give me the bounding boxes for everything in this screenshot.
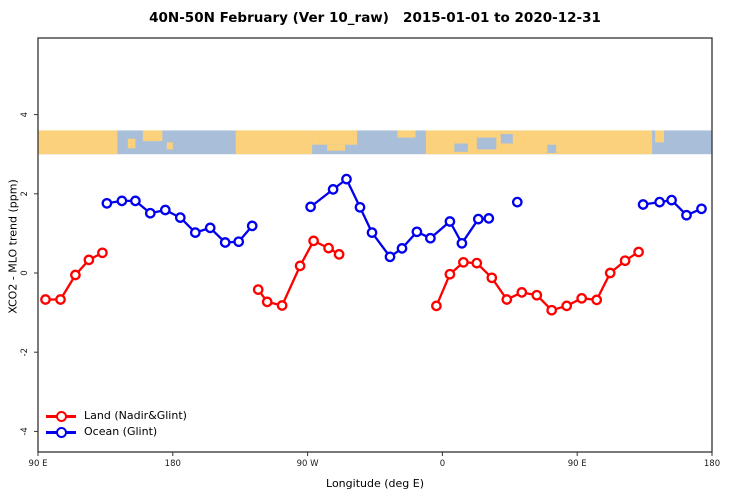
- x-tick-label: 0: [440, 459, 445, 469]
- map-strip-land-patch: [127, 138, 136, 149]
- data-point: [604, 267, 616, 279]
- legend: Land (Nadir&Glint) Ocean (Glint): [46, 408, 187, 440]
- y-tick-label: -2: [20, 348, 30, 356]
- legend-label-land: Land (Nadir&Glint): [84, 409, 187, 422]
- data-point: [486, 272, 498, 284]
- map-strip-land-patch: [38, 130, 118, 155]
- data-point: [97, 247, 108, 259]
- y-tick-label: 0: [20, 270, 30, 275]
- data-point: [40, 294, 51, 305]
- map-strip-sea-patch: [547, 144, 557, 154]
- data-point: [561, 300, 573, 312]
- data-point: [308, 235, 319, 247]
- data-point: [219, 237, 231, 248]
- map-strip-sea-patch: [476, 137, 497, 150]
- data-point: [70, 269, 81, 281]
- map-strip-land-patch: [312, 130, 358, 145]
- data-point: [101, 197, 113, 209]
- data-point: [341, 173, 352, 185]
- y-tick-label: 4: [20, 112, 30, 117]
- data-point: [501, 294, 513, 305]
- data-point: [619, 255, 631, 267]
- data-point: [159, 204, 171, 216]
- ocean-series-symbol: [46, 426, 76, 438]
- data-point: [354, 201, 366, 213]
- data-point: [666, 194, 677, 206]
- y-tick-label: 2: [20, 191, 30, 196]
- data-point: [144, 207, 156, 219]
- data-point: [516, 287, 528, 298]
- data-point: [305, 201, 316, 213]
- data-point: [189, 227, 201, 238]
- map-strip-sea-patch: [500, 134, 513, 144]
- map-strip-land-patch: [397, 130, 416, 138]
- data-point: [333, 249, 345, 260]
- map-strip-land-patch: [655, 130, 665, 143]
- data-point: [637, 199, 649, 210]
- data-point: [384, 251, 396, 263]
- data-point: [396, 243, 408, 254]
- data-point: [116, 195, 128, 207]
- x-axis-label: Longitude (deg E): [326, 477, 424, 490]
- map-strip-sea-patch: [454, 143, 468, 152]
- data-point: [276, 300, 288, 311]
- data-point: [511, 196, 523, 208]
- data-point: [456, 237, 468, 249]
- data-point: [366, 227, 378, 238]
- data-point: [327, 184, 339, 195]
- legend-item-ocean: Ocean (Glint): [46, 424, 187, 440]
- data-point: [483, 213, 495, 224]
- data-point: [444, 268, 456, 280]
- data-point: [204, 222, 216, 234]
- data-point: [591, 294, 603, 306]
- data-point: [130, 195, 141, 207]
- plot-frame: [37, 37, 713, 453]
- data-point: [294, 260, 306, 272]
- data-point: [55, 294, 66, 305]
- data-point: [83, 254, 95, 266]
- legend-item-land: Land (Nadir&Glint): [46, 408, 187, 424]
- x-tick-label: 90 E: [568, 459, 587, 469]
- data-point: [546, 304, 558, 316]
- data-point: [323, 242, 334, 254]
- y-tick-label: -4: [20, 427, 30, 435]
- data-point: [458, 256, 469, 268]
- data-point: [425, 232, 436, 244]
- x-tick-label: 180: [165, 459, 181, 469]
- map-strip-land-patch: [327, 144, 346, 151]
- land-series-symbol: [46, 410, 76, 422]
- chart-title: 40N-50N February (Ver 10_raw) 2015-01-01…: [149, 10, 601, 26]
- land-circle-icon: [56, 411, 67, 422]
- data-point: [654, 196, 665, 208]
- x-tick-label: 90 W: [297, 459, 320, 469]
- data-point: [576, 292, 588, 304]
- data-point: [252, 284, 264, 295]
- legend-label-ocean: Ocean (Glint): [84, 425, 158, 438]
- data-point: [633, 246, 644, 258]
- x-tick-label: 180: [704, 459, 720, 469]
- data-point: [471, 257, 483, 269]
- map-strip-land-patch: [235, 130, 313, 155]
- map-strip-land-patch: [142, 130, 163, 142]
- data-point: [246, 220, 258, 232]
- data-point: [531, 289, 543, 301]
- data-point: [411, 226, 423, 238]
- ocean-circle-icon: [56, 427, 67, 438]
- data-point: [261, 296, 273, 308]
- map-strip-land-patch: [166, 142, 173, 150]
- x-tick-label: 90 E: [29, 459, 48, 469]
- data-point: [681, 209, 692, 221]
- data-point: [174, 212, 186, 223]
- data-point: [444, 216, 456, 227]
- data-point: [696, 203, 707, 215]
- data-point: [431, 300, 442, 312]
- data-point: [233, 236, 245, 248]
- data-point: [472, 213, 484, 225]
